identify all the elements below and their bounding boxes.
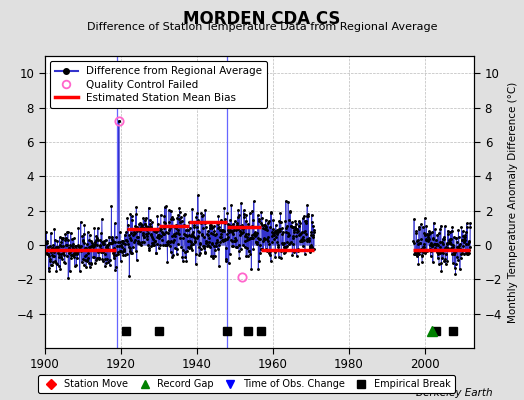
Text: Berkeley Earth: Berkeley Earth xyxy=(416,388,493,398)
Legend: Station Move, Record Gap, Time of Obs. Change, Empirical Break: Station Move, Record Gap, Time of Obs. C… xyxy=(38,375,455,393)
Legend: Difference from Regional Average, Quality Control Failed, Estimated Station Mean: Difference from Regional Average, Qualit… xyxy=(50,61,267,108)
Text: MORDEN CDA CS: MORDEN CDA CS xyxy=(183,10,341,28)
Y-axis label: Monthly Temperature Anomaly Difference (°C): Monthly Temperature Anomaly Difference (… xyxy=(508,81,518,323)
Text: Difference of Station Temperature Data from Regional Average: Difference of Station Temperature Data f… xyxy=(87,22,437,32)
